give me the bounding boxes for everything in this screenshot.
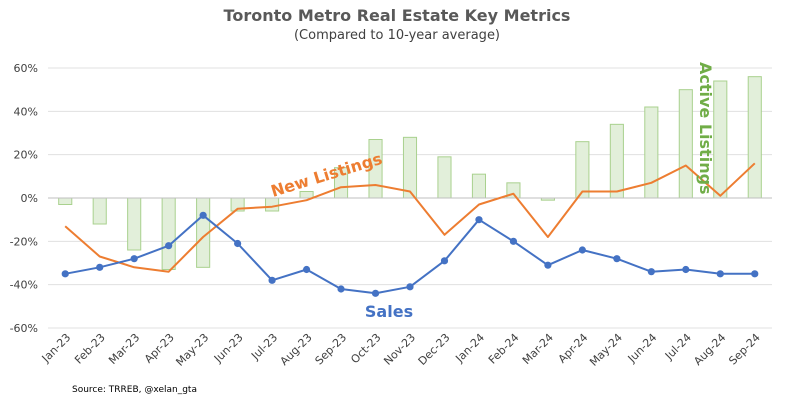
sales-point — [613, 255, 621, 263]
active-listings-bar — [299, 191, 314, 199]
sales-point — [751, 270, 759, 278]
active-listings-bar — [402, 136, 418, 199]
chart-subtitle: (Compared to 10-year average) — [293, 28, 501, 43]
y-tick-label: 0% — [21, 192, 38, 205]
sales-point — [165, 242, 173, 250]
active-listings-bar — [58, 197, 73, 205]
x-tick-label: Mar-23 — [106, 331, 142, 367]
sales-point — [475, 216, 483, 224]
sales-label: Sales — [365, 302, 413, 321]
source-note: Source: TRREB, @xelan_gta — [72, 385, 197, 395]
x-tick-label: Feb-24 — [486, 331, 522, 367]
x-tick-label: Sep-23 — [313, 331, 350, 368]
y-axis-ticks: 60% 40% 20% 0% -20% -40% -60% — [10, 62, 38, 335]
x-tick-label: Aug-24 — [691, 331, 728, 368]
chart-title: Toronto Metro Real Estate Key Metrics — [223, 6, 571, 25]
active-listings-bar — [92, 197, 107, 225]
active-listings-bars — [58, 76, 762, 270]
sales-point — [716, 270, 724, 278]
x-tick-label: Jul-23 — [248, 331, 280, 363]
x-tick-label: Mar-24 — [520, 331, 556, 367]
sales-point — [130, 255, 138, 263]
x-tick-label: Jan-23 — [39, 331, 74, 366]
new-listings-line — [64, 162, 756, 273]
y-tick-label: 40% — [14, 105, 38, 118]
x-tick-label: Oct-23 — [348, 331, 383, 366]
x-tick-label: Feb-23 — [72, 331, 108, 367]
sales-point — [337, 285, 345, 293]
sales-point — [578, 246, 586, 254]
x-tick-label: Dec-23 — [416, 331, 453, 368]
sales-point — [371, 289, 380, 297]
x-tick-label: May-23 — [173, 331, 211, 369]
x-tick-label: Jul-24 — [662, 331, 694, 363]
x-tick-label: May-24 — [587, 331, 625, 369]
active-listings-label: Active Listings — [696, 62, 715, 195]
y-tick-label: -40% — [10, 279, 38, 292]
sales-point — [647, 268, 655, 276]
x-tick-label: Jun-24 — [625, 331, 660, 366]
y-tick-label: -20% — [10, 235, 38, 248]
x-tick-label: Sep-24 — [726, 331, 763, 368]
active-listings-bar — [471, 173, 487, 199]
active-listings-bar — [575, 141, 590, 199]
series-lines — [61, 162, 759, 297]
x-tick-label: Nov-23 — [381, 331, 418, 368]
active-listings-bar — [609, 123, 624, 199]
sales-point — [509, 237, 518, 245]
sales-point — [302, 265, 311, 274]
active-listings-bar — [678, 89, 693, 199]
x-tick-label: Aug-23 — [278, 331, 315, 368]
active-listings-bar — [127, 197, 142, 251]
x-tick-label: Apr-24 — [556, 331, 591, 366]
active-listings-bar — [437, 156, 452, 199]
sales-point — [268, 276, 276, 284]
sales-point — [544, 261, 552, 269]
sales-point — [406, 283, 414, 291]
active-listings-bar — [747, 76, 762, 199]
sales-point — [199, 211, 207, 219]
x-tick-label: Jan-24 — [452, 331, 487, 366]
sales-point — [96, 263, 104, 271]
x-tick-label: Jun-23 — [211, 331, 246, 366]
sales-point — [682, 265, 690, 274]
y-tick-label: 60% — [14, 62, 38, 75]
x-tick-label: Apr-23 — [142, 331, 177, 366]
y-tick-label: 20% — [14, 149, 38, 162]
sales-point — [234, 239, 242, 248]
sales-point — [440, 257, 449, 265]
y-tick-label: -60% — [10, 322, 38, 335]
sales-point — [61, 270, 69, 278]
active-listings-bar — [161, 197, 176, 270]
